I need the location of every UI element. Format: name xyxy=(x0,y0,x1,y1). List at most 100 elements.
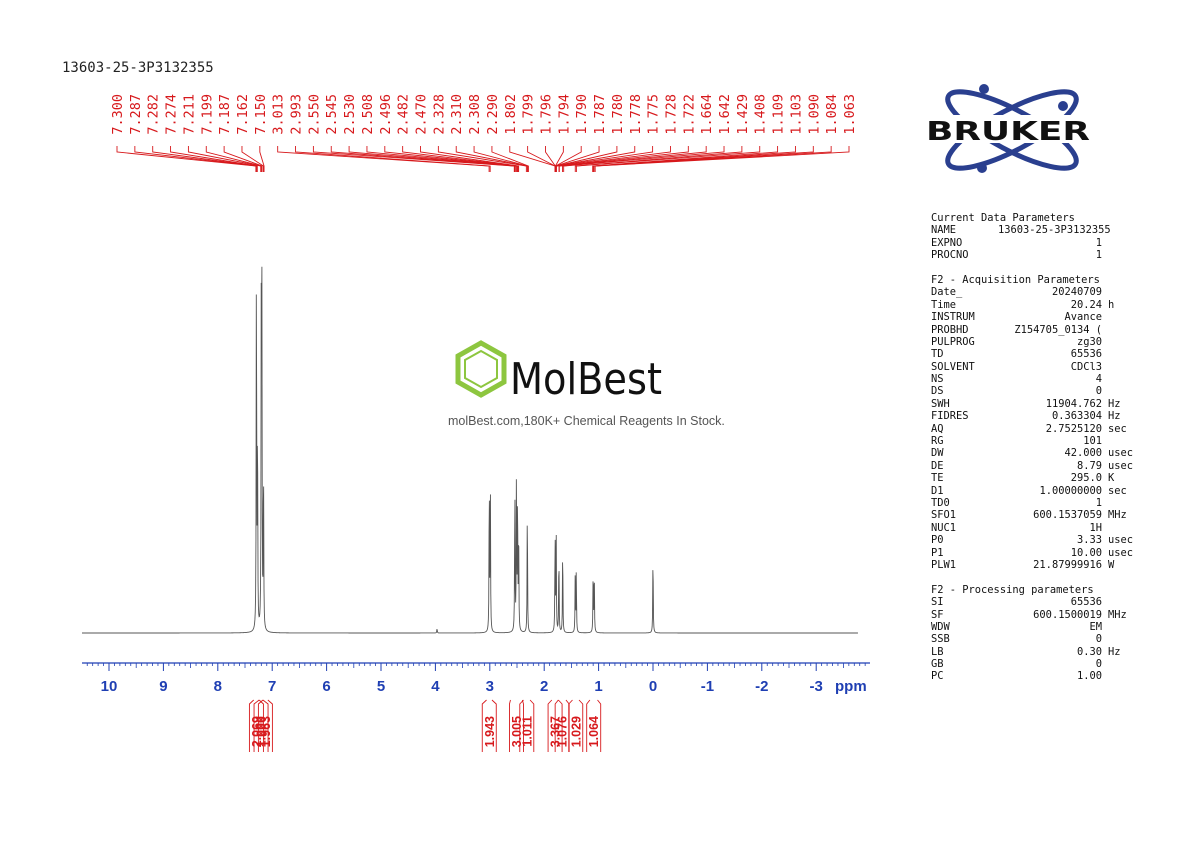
peak-connector xyxy=(295,146,491,172)
param-row: RG 101 xyxy=(931,435,1133,447)
peak-connector xyxy=(205,146,262,172)
peak-label: 1.778 xyxy=(628,94,644,135)
param-key: DE xyxy=(931,459,944,472)
param-key: PROBHD xyxy=(931,323,969,336)
param-unit xyxy=(1102,361,1108,373)
param-unit xyxy=(1102,435,1108,447)
param-unit: W xyxy=(1108,558,1115,571)
x-tick-label: 4 xyxy=(431,678,440,695)
peak-connector xyxy=(420,146,520,172)
param-row: TE 295.0 K xyxy=(931,472,1133,484)
param-unit: usec xyxy=(1108,534,1134,547)
spectrum-trace xyxy=(82,266,858,634)
param-unit xyxy=(1102,324,1108,336)
param-unit: usec xyxy=(1108,546,1134,559)
param-value: 600.1500019 xyxy=(1033,608,1102,621)
param-key: PC xyxy=(931,670,944,683)
param-key: Date_ xyxy=(931,286,963,299)
param-value: 65536 xyxy=(1070,596,1102,609)
peak-label: 2.290 xyxy=(485,94,501,135)
peak-label: 2.470 xyxy=(414,94,430,135)
sample-id: 13603-25-3P3132355 xyxy=(62,60,214,76)
peak-label: 2.328 xyxy=(431,94,447,135)
peak-label: 1.794 xyxy=(556,94,572,135)
param-value: 21.87999916 xyxy=(1033,558,1102,571)
integral-value: 1.963 xyxy=(259,716,273,747)
peak-connector xyxy=(366,146,518,172)
param-unit xyxy=(1102,311,1108,323)
param-unit xyxy=(1102,670,1108,682)
param-value: 0.363304 xyxy=(1051,410,1102,423)
integral-value: 1.011 xyxy=(520,716,534,747)
x-tick-label: -3 xyxy=(810,678,823,695)
param-row: PROCNO 1 xyxy=(931,249,1133,261)
param-unit xyxy=(1102,249,1108,261)
peak-connector xyxy=(563,146,725,172)
param-key: SFO1 xyxy=(931,509,957,522)
param-row: D1 1.00000000 sec xyxy=(931,485,1133,497)
param-unit: sec xyxy=(1108,422,1127,435)
param-row: SI 65536 xyxy=(931,596,1133,608)
param-value: 65536 xyxy=(1070,348,1102,361)
param-unit xyxy=(1102,658,1108,670)
param-row: GB 0 xyxy=(931,658,1133,670)
peak-label: 1.664 xyxy=(699,94,715,135)
param-unit xyxy=(1102,385,1108,397)
benzene-ring-icon xyxy=(455,340,507,398)
param-value: zg30 xyxy=(1076,335,1102,348)
x-tick-label: 7 xyxy=(268,678,276,695)
integral-value: 1.029 xyxy=(569,716,583,747)
param-key: PROCNO xyxy=(931,249,969,262)
peak-label: 1.728 xyxy=(663,94,679,135)
peak-connector xyxy=(277,146,490,172)
x-axis-minor-ticks xyxy=(86,663,866,668)
param-value: 1H xyxy=(1089,521,1102,534)
integral-bracket xyxy=(547,699,563,712)
x-tick-label: 10 xyxy=(101,678,118,695)
param-row: SF 600.1500019 MHz xyxy=(931,609,1133,621)
nmr-spectrum-chart: 7.300 7.287 7.282 7.274 7.211 7.199 7.187 7.162… xyxy=(82,94,870,752)
acquisition-params-title: F2 - Acquisition Parameters xyxy=(931,273,1100,286)
param-unit xyxy=(1102,633,1108,645)
param-key: FIDRES xyxy=(931,410,969,423)
x-tick-label: 1 xyxy=(594,678,602,695)
x-tick-label: -2 xyxy=(755,678,768,695)
param-value: 295.0 xyxy=(1070,472,1102,485)
integral-group: 2.0691.0001.9631.9433.0051.0113.3671.076… xyxy=(248,699,601,752)
peak-label: 2.482 xyxy=(396,94,412,135)
param-unit xyxy=(1102,237,1108,249)
param-key: NUC1 xyxy=(931,521,957,534)
peak-label: 7.162 xyxy=(235,94,251,135)
peak-connector xyxy=(170,146,258,172)
peak-connector xyxy=(545,146,556,172)
x-axis-major-ticks xyxy=(108,663,817,671)
param-key: PLW1 xyxy=(931,558,957,571)
param-value: 4 xyxy=(1095,373,1102,386)
peak-connector xyxy=(491,146,529,172)
peak-label: 2.993 xyxy=(289,94,305,135)
param-row: TD 65536 xyxy=(931,348,1133,360)
param-row: LB 0.30 Hz xyxy=(931,646,1133,658)
peak-connector xyxy=(330,146,516,172)
peak-label: 1.780 xyxy=(610,94,626,135)
param-key: P1 xyxy=(931,546,944,559)
param-value: 3.33 xyxy=(1076,534,1102,547)
param-row: TD0 1 xyxy=(931,497,1133,509)
param-unit: usec xyxy=(1108,459,1134,472)
peak-label: 1.642 xyxy=(717,94,733,135)
param-row: Date_ 20240709 xyxy=(931,286,1133,298)
param-key: INSTRUM xyxy=(931,311,975,324)
peak-connector xyxy=(575,146,761,172)
x-axis-tick-labels: 10 9 8 7 6 5 4 3 2 1 0 -1 -2 -3 xyxy=(101,678,823,695)
param-row: FIDRES 0.363304 Hz xyxy=(931,410,1133,422)
x-axis-label: ppm xyxy=(835,678,867,695)
peak-connector xyxy=(223,146,263,172)
param-value: 13603-25-3P3132355 xyxy=(998,224,1111,237)
param-key: DW xyxy=(931,447,944,460)
param-key: SF xyxy=(931,608,944,621)
integral-bracket xyxy=(248,699,264,712)
param-value: Avance xyxy=(1064,311,1102,324)
param-unit xyxy=(1102,336,1108,348)
param-unit: h xyxy=(1108,298,1115,311)
peak-label: 7.274 xyxy=(164,94,180,135)
